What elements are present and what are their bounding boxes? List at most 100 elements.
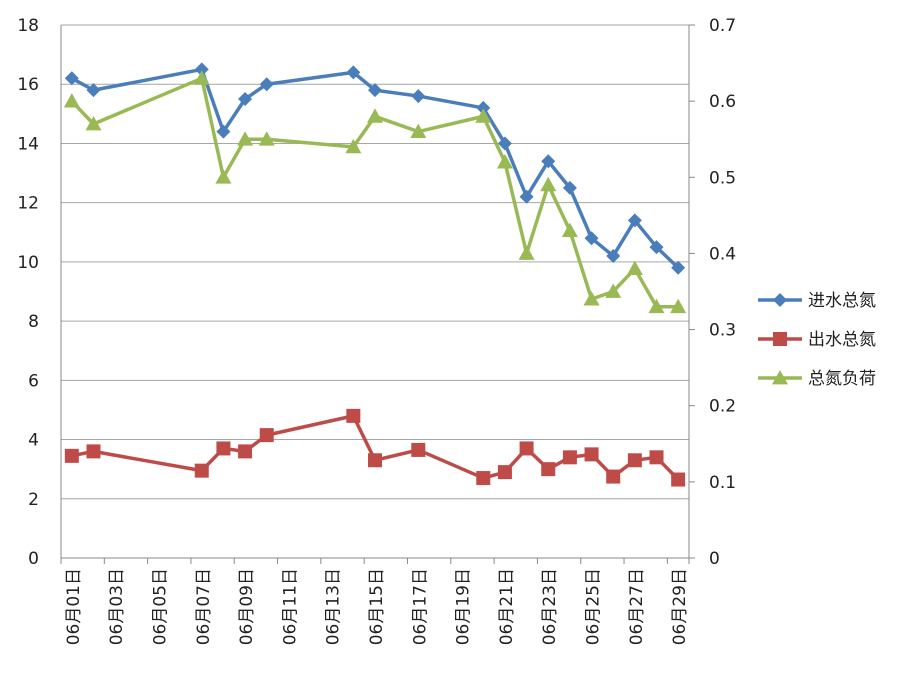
data-point-square — [541, 462, 556, 477]
x-tick-label: 06月11日 — [280, 568, 300, 645]
data-point-diamond — [216, 124, 231, 139]
data-point-diamond — [773, 293, 787, 307]
data-point-diamond — [649, 240, 664, 255]
data-point-diamond — [497, 136, 512, 151]
legend-label: 总氮负荷 — [808, 369, 876, 389]
series-layer — [63, 62, 687, 487]
x-tick-label: 06月17日 — [410, 568, 430, 645]
right-y-tick-label: 0 — [709, 549, 720, 569]
data-point-square — [649, 450, 664, 465]
data-point-square — [671, 472, 686, 487]
left-y-tick-label: 14 — [17, 134, 39, 154]
data-point-diamond — [259, 77, 274, 92]
data-point-triangle — [626, 260, 643, 276]
legend-label: 进水总氮 — [808, 291, 876, 311]
right-y-tick-label: 0.4 — [709, 244, 736, 264]
data-point-diamond — [411, 89, 426, 104]
x-tick-label: 06月23日 — [540, 568, 560, 645]
data-point-triangle — [648, 298, 665, 314]
left-y-tick-label: 12 — [17, 194, 39, 214]
data-point-square — [773, 332, 787, 346]
left-y-tick-label: 16 — [17, 75, 39, 95]
data-point-square — [519, 441, 534, 456]
x-axis-ticks: 06月01日 06月03日 06月05日 06月07日 06月09日 06月11日 06月1… — [64, 568, 690, 645]
data-point-square — [627, 453, 642, 468]
data-point-square — [584, 447, 599, 462]
data-point-square — [194, 463, 209, 478]
data-point-diamond — [606, 248, 621, 263]
data-point-diamond — [541, 154, 556, 169]
data-point-square — [606, 469, 621, 484]
right-y-axis-ticks: 0 0.1 0.2 0.3 0.4 0.5 0.6 0.7 — [689, 16, 736, 569]
left-y-tick-label: 10 — [17, 253, 39, 273]
data-point-triangle — [85, 115, 102, 131]
data-point-square — [86, 444, 101, 459]
right-y-tick-label: 0.1 — [709, 473, 736, 493]
data-point-diamond — [627, 213, 642, 228]
right-y-tick-label: 0.7 — [709, 16, 736, 36]
data-point-triangle — [518, 245, 535, 260]
data-point-triangle — [670, 298, 687, 314]
data-point-diamond — [562, 180, 577, 195]
data-point-triangle — [367, 108, 383, 123]
right-y-tick-label: 0.5 — [709, 168, 736, 188]
data-point-diamond — [519, 189, 534, 204]
data-point-triangle — [345, 138, 362, 154]
legend-item: 总氮负荷 — [758, 369, 876, 389]
left-y-tick-label: 0 — [28, 549, 39, 569]
data-point-triangle — [583, 291, 600, 306]
x-tick-label: 06月01日 — [64, 568, 84, 645]
data-point-triangle — [237, 131, 254, 146]
data-point-square — [562, 450, 577, 465]
data-point-triangle — [561, 222, 578, 237]
x-tick-label: 06月07日 — [194, 568, 214, 645]
series-2 — [64, 408, 686, 487]
data-point-diamond — [584, 231, 599, 246]
right-y-tick-label: 0.6 — [709, 92, 736, 112]
data-point-diamond — [238, 92, 253, 107]
x-tick-label: 06月05日 — [150, 568, 170, 645]
x-tick-label: 06月21日 — [497, 568, 517, 645]
legend-label: 出水总氮 — [808, 330, 876, 350]
data-point-square — [497, 465, 512, 480]
data-point-square — [238, 444, 253, 459]
data-point-square — [346, 408, 361, 423]
data-point-square — [476, 471, 491, 486]
data-point-triangle — [63, 93, 80, 108]
right-y-tick-label: 0.3 — [709, 321, 736, 341]
series-1 — [64, 62, 686, 275]
left-y-tick-label: 8 — [28, 312, 39, 332]
data-point-triangle — [605, 283, 622, 298]
data-point-diamond — [346, 65, 361, 80]
data-point-triangle — [258, 131, 275, 146]
x-tick-label: 06月19日 — [454, 568, 474, 645]
legend-item: 出水总氮 — [758, 330, 876, 350]
data-point-square — [216, 441, 231, 456]
x-tick-label: 06月25日 — [584, 568, 604, 645]
data-point-square — [411, 442, 426, 457]
data-point-triangle — [193, 70, 210, 85]
data-point-triangle — [540, 176, 557, 192]
series-3 — [63, 70, 687, 314]
data-point-triangle — [215, 169, 232, 184]
axes — [60, 25, 690, 564]
x-tick-label: 06月09日 — [237, 568, 257, 645]
data-point-triangle — [772, 370, 788, 385]
left-y-tick-label: 18 — [17, 16, 39, 36]
data-point-triangle — [475, 108, 492, 123]
data-point-diamond — [194, 62, 209, 77]
data-point-diamond — [368, 83, 382, 98]
gridlines — [61, 24, 689, 500]
left-y-axis-ticks: 0 2 4 6 8 10 12 14 16 18 — [17, 16, 39, 569]
x-tick-label: 06月15日 — [367, 568, 387, 645]
data-point-triangle — [410, 123, 427, 138]
data-point-diamond — [64, 71, 79, 86]
left-y-tick-label: 2 — [28, 490, 39, 510]
data-point-diamond — [476, 100, 491, 115]
data-point-square — [64, 448, 79, 463]
x-tick-label: 06月27日 — [627, 568, 647, 645]
data-point-diamond — [671, 260, 686, 275]
right-y-tick-label: 0.2 — [709, 397, 736, 417]
